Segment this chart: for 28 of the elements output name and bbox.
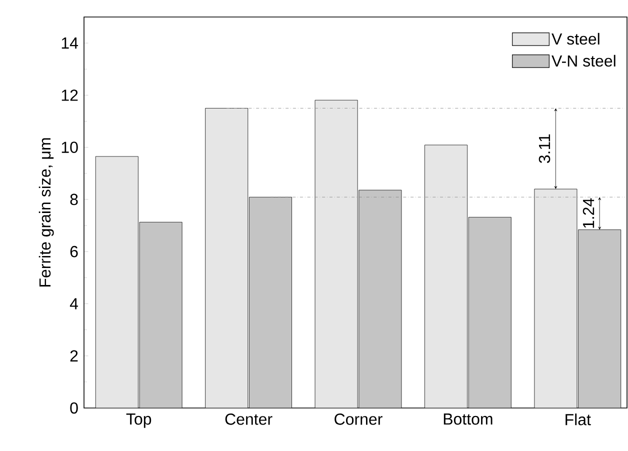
y-tick-label: 12 [62,90,78,101]
bar [534,188,578,408]
y-tick-label: 10 [62,142,78,153]
legend-label: V-N steel [552,54,616,67]
x-tick-label: Center [225,414,272,425]
legend-label: V steel [552,32,600,45]
y-tick-label: 6 [70,246,78,258]
y-tick-label: 8 [70,194,78,206]
annotation: 1.24 [582,198,594,228]
bar [96,156,138,408]
y-tick-label: 0 [70,402,78,414]
x-tick-label: Flat [566,414,591,426]
x-tick-label: Top [126,414,152,428]
bar [205,108,248,408]
x-tick-label: Bottom [444,414,492,425]
y-tick-label: 14 [62,38,78,49]
y-tick-label: 4 [70,298,78,310]
y-axis-title: Ferrite grain size, μm [38,138,54,286]
bar [468,217,512,408]
bar [424,144,468,408]
annotation: 3.11 [538,134,550,163]
bar [578,230,622,408]
y-tick-label: 2 [70,350,78,362]
bar [140,222,182,408]
x-tick-label: Corner [334,414,382,425]
bar [358,190,402,408]
bar [249,197,292,408]
bar [315,100,358,408]
